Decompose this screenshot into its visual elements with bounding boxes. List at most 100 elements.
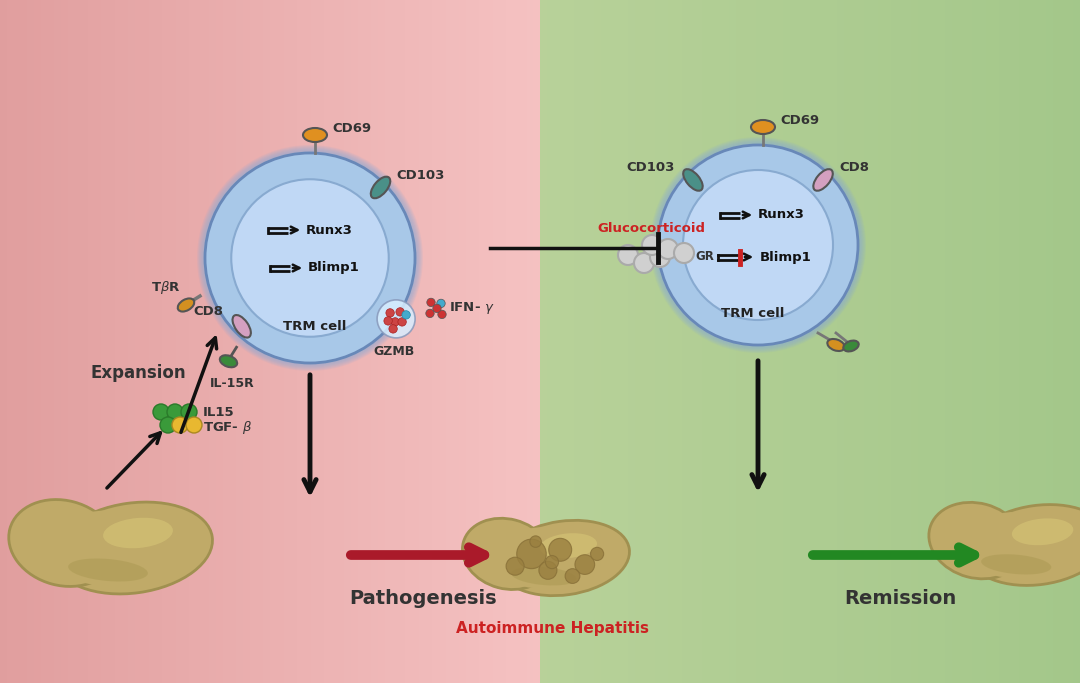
Bar	[480, 0, 487, 683]
Bar	[843, 0, 851, 683]
Bar	[581, 0, 589, 683]
Circle shape	[377, 300, 415, 338]
Bar	[372, 0, 379, 683]
Text: CD69: CD69	[332, 122, 372, 135]
Bar	[642, 0, 649, 683]
Circle shape	[200, 148, 420, 368]
Bar	[175, 0, 184, 683]
Ellipse shape	[511, 567, 577, 585]
Bar	[573, 0, 581, 683]
Circle shape	[575, 555, 595, 574]
Circle shape	[545, 555, 558, 569]
Bar	[1032, 0, 1040, 683]
Bar	[831, 0, 838, 683]
Bar	[1059, 0, 1067, 683]
Bar	[291, 0, 298, 683]
Bar	[735, 0, 743, 683]
Ellipse shape	[43, 510, 173, 585]
Bar	[243, 0, 251, 683]
Bar	[546, 0, 554, 683]
Circle shape	[591, 547, 604, 561]
Circle shape	[231, 179, 389, 337]
Bar	[183, 0, 190, 683]
Bar	[851, 0, 859, 683]
Bar	[81, 0, 89, 683]
Bar	[627, 0, 635, 683]
Text: CD8: CD8	[193, 305, 224, 318]
Bar	[534, 0, 541, 683]
Circle shape	[658, 239, 678, 259]
Ellipse shape	[969, 505, 1080, 585]
Circle shape	[383, 317, 392, 325]
Bar	[689, 0, 697, 683]
Bar	[993, 0, 1000, 683]
Bar	[858, 0, 865, 683]
Bar	[783, 0, 791, 683]
Bar	[33, 0, 41, 683]
Text: Expansion: Expansion	[91, 364, 186, 382]
Bar	[60, 0, 68, 683]
Circle shape	[436, 299, 445, 307]
Circle shape	[658, 145, 858, 345]
Text: GZMB: GZMB	[374, 345, 415, 358]
Text: Glucocorticoid: Glucocorticoid	[597, 221, 705, 234]
Circle shape	[656, 143, 860, 347]
Ellipse shape	[929, 503, 1024, 579]
Bar	[405, 0, 413, 683]
Bar	[419, 0, 427, 683]
Circle shape	[197, 145, 423, 371]
Ellipse shape	[981, 554, 1051, 574]
Ellipse shape	[9, 499, 118, 587]
Bar	[681, 0, 689, 683]
Circle shape	[539, 561, 557, 579]
Bar	[276, 0, 284, 683]
Bar	[924, 0, 932, 683]
Text: TRM cell: TRM cell	[721, 307, 785, 320]
Bar	[453, 0, 460, 683]
Bar	[311, 0, 319, 683]
Bar	[715, 0, 724, 683]
Bar	[816, 0, 824, 683]
Bar	[195, 0, 203, 683]
Bar	[318, 0, 325, 683]
Circle shape	[437, 310, 446, 318]
Text: GR: GR	[696, 251, 714, 264]
Bar	[594, 0, 602, 683]
Bar	[905, 0, 913, 683]
Bar	[270, 0, 278, 683]
Bar	[600, 0, 608, 683]
Text: Runx3: Runx3	[758, 208, 805, 221]
Circle shape	[198, 146, 422, 370]
Circle shape	[153, 404, 168, 420]
Bar	[527, 0, 535, 683]
Ellipse shape	[178, 298, 194, 311]
Bar	[999, 0, 1007, 683]
Text: IL-15R: IL-15R	[211, 377, 255, 390]
Bar	[229, 0, 238, 683]
Text: CD103: CD103	[396, 169, 445, 182]
Bar	[621, 0, 629, 683]
Bar	[345, 0, 352, 683]
Bar	[864, 0, 872, 683]
Text: Pathogenesis: Pathogenesis	[349, 589, 497, 607]
Bar	[1067, 0, 1075, 683]
Circle shape	[186, 417, 202, 433]
Bar	[114, 0, 122, 683]
Circle shape	[427, 298, 435, 307]
Text: Runx3: Runx3	[306, 223, 353, 236]
Bar	[486, 0, 494, 683]
Bar	[264, 0, 271, 683]
Bar	[931, 0, 940, 683]
Bar	[1039, 0, 1048, 683]
Bar	[222, 0, 230, 683]
Circle shape	[202, 150, 418, 366]
Bar	[959, 0, 967, 683]
Circle shape	[391, 318, 400, 326]
Bar	[897, 0, 905, 683]
Bar	[824, 0, 832, 683]
Circle shape	[565, 569, 580, 583]
Ellipse shape	[684, 169, 703, 191]
Text: Autoimmune Hepatitis: Autoimmune Hepatitis	[456, 620, 648, 635]
Bar	[492, 0, 500, 683]
Bar	[1026, 0, 1034, 683]
